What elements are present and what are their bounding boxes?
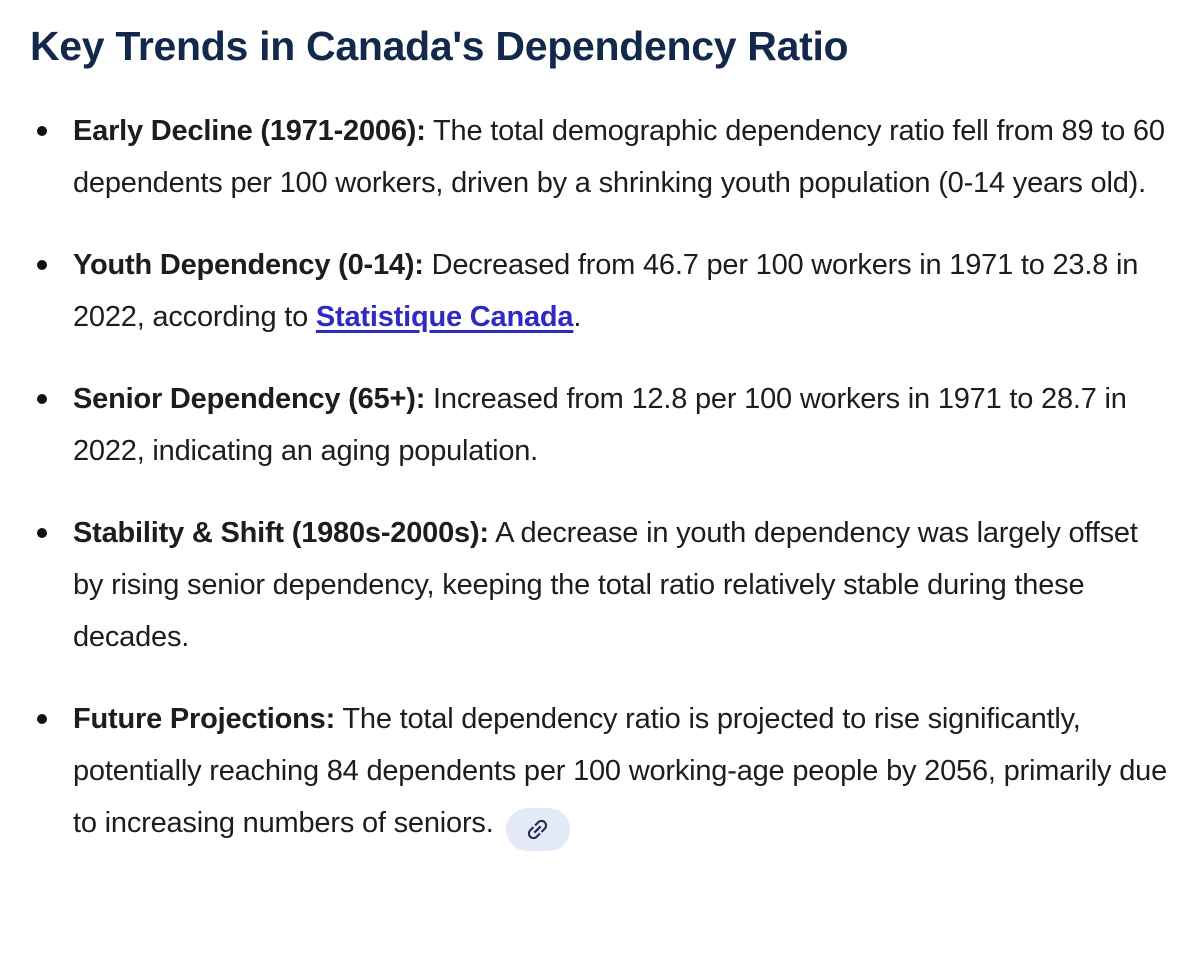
page-title: Key Trends in Canada's Dependency Ratio (30, 23, 849, 69)
bullet-text-after-link: . (573, 301, 582, 334)
bullet-icon (37, 714, 47, 725)
list-item-youth-dependency: Youth Dependency (0-14): Decreased from … (30, 239, 1174, 343)
list-item-early-decline: Early Decline (1971-2006): The total dem… (30, 105, 1174, 209)
bullet-label: Early Decline (1971-2006): (73, 115, 426, 148)
content-area: Key Trends in Canada's Dependency Ratio … (30, 23, 1174, 852)
list-item-future-projections: Future Projections: The total dependency… (30, 693, 1174, 852)
bullet-icon (37, 126, 47, 137)
bullet-text: A decrease in youth dependency was large… (73, 517, 1138, 654)
bullet-label: Senior Dependency (65+): (73, 383, 426, 416)
bullet-label: Stability & Shift (1980s-2000s): (73, 517, 489, 550)
statistique-canada-link[interactable]: Statistique Canada (315, 301, 574, 334)
link-icon (518, 811, 556, 849)
bullet-icon (37, 260, 47, 271)
bullet-text: The total dependency ratio is projected … (73, 703, 1167, 840)
bullet-text: Increased from 12.8 per 100 workers in 1… (73, 383, 1127, 468)
source-link-chip[interactable] (505, 808, 570, 852)
bullet-text: Decreased from 46.7 per 100 workers in 1… (73, 249, 1139, 334)
list-item-senior-dependency: Senior Dependency (65+): Increased from … (30, 373, 1174, 477)
list-item-stability-shift: Stability & Shift (1980s-2000s): A decre… (30, 507, 1174, 663)
bullet-label: Youth Dependency (0-14): (73, 249, 424, 282)
bullet-icon (37, 528, 47, 539)
key-trends-list: Early Decline (1971-2006): The total dem… (30, 105, 1174, 852)
bullet-label: Future Projections: (73, 703, 336, 736)
bullet-text: The total demographic dependency ratio f… (73, 115, 1165, 200)
bullet-icon (37, 394, 47, 405)
